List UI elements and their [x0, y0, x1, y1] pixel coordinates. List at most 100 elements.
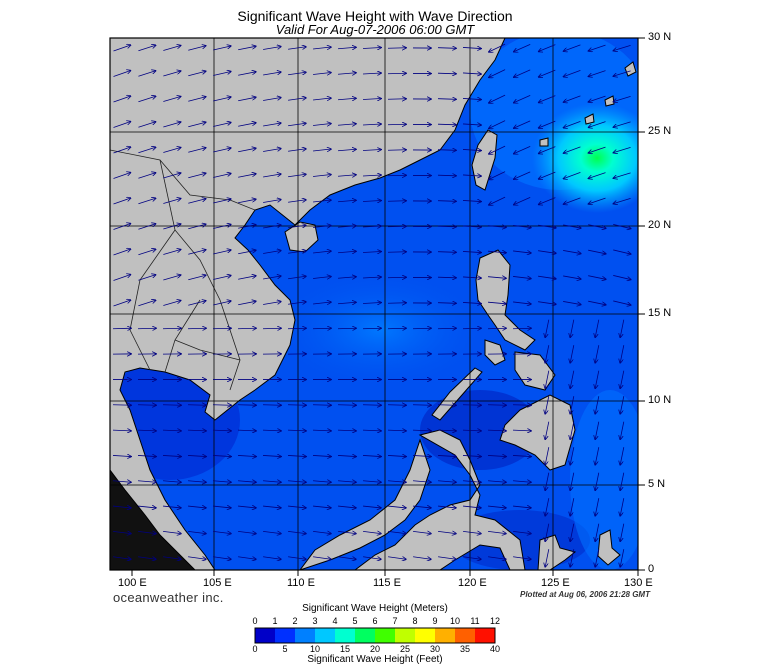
- wave-arrow: [563, 224, 581, 228]
- wave-arrow: [613, 300, 631, 305]
- wave-arrow: [462, 98, 481, 99]
- wave-arrow: [287, 430, 306, 431]
- wave-arrow: [545, 523, 550, 542]
- wave-arrow: [337, 302, 356, 303]
- wave-arrow: [187, 481, 206, 483]
- wave-arrow: [213, 123, 231, 127]
- wave-arrow: [570, 319, 575, 338]
- wave-arrow: [188, 122, 205, 128]
- wave-arrow: [188, 557, 206, 560]
- wave-arrow: [238, 276, 256, 280]
- wave-arrow: [595, 523, 600, 542]
- colorbar-segment: [455, 628, 476, 643]
- wave-arrow: [163, 71, 180, 77]
- wave-arrow: [514, 196, 531, 204]
- wave-arrow: [513, 302, 531, 304]
- colorbar-segment: [295, 628, 316, 643]
- wave-arrow: [288, 72, 306, 74]
- wave-arrow: [237, 481, 256, 483]
- wave-arrow: [337, 251, 356, 252]
- wave-arrow: [338, 557, 356, 560]
- wave-arrow: [112, 328, 131, 329]
- wave-arrow: [263, 225, 281, 229]
- wave-arrow: [363, 531, 381, 533]
- wave-arrow: [538, 275, 556, 279]
- wave-arrow: [213, 225, 231, 229]
- wave-arrow: [163, 506, 181, 508]
- wave-arrow: [113, 224, 131, 230]
- wave-arrow: [163, 199, 180, 204]
- wave-arrow: [462, 455, 481, 456]
- wave-arrow: [162, 481, 181, 483]
- wave-arrow: [212, 455, 231, 456]
- wave-arrow: [437, 175, 456, 176]
- wave-arrow: [288, 251, 306, 253]
- wave-arrow: [313, 226, 331, 228]
- brand-logo-text: oceanweather inc.: [113, 590, 224, 605]
- wave-arrow: [545, 370, 550, 389]
- wave-arrow: [213, 276, 231, 280]
- wave-arrow: [163, 250, 180, 255]
- wave-direction-arrows: [112, 43, 631, 567]
- wave-arrow: [338, 506, 356, 508]
- wave-arrow: [588, 224, 606, 229]
- wave-arrow: [538, 250, 556, 254]
- colorbar-tick-feet: 0: [252, 644, 258, 654]
- wave-arrow: [564, 44, 581, 51]
- land-palawan: [431, 367, 483, 421]
- wave-arrow: [362, 226, 381, 227]
- wave-arrow: [412, 481, 431, 483]
- land-sumatra: [110, 469, 196, 570]
- wave-arrow: [187, 430, 206, 431]
- wave-arrow: [489, 120, 506, 129]
- wave-arrow: [213, 148, 231, 153]
- wave-arrow: [613, 275, 631, 279]
- wave-arrow: [263, 531, 281, 533]
- wave-arrow: [213, 506, 231, 508]
- wave-arrow: [188, 148, 205, 153]
- wave-arrow: [213, 199, 231, 204]
- wave-arrow: [387, 328, 406, 329]
- colorbar-tick-meters: 9: [432, 616, 438, 626]
- wave-arrow: [462, 481, 481, 483]
- wave-arrow: [588, 197, 606, 204]
- colorbar-segment: [395, 628, 416, 643]
- wave-arrow: [288, 225, 306, 227]
- wave-arrow: [620, 370, 625, 389]
- wave-arrow: [570, 396, 575, 414]
- wave-arrow: [613, 44, 631, 50]
- wave-arrow: [595, 447, 600, 465]
- map-frame: [109, 37, 639, 571]
- colorbar-frame: [254, 627, 496, 644]
- wave-arrow: [313, 557, 331, 560]
- colorbar-segment: [475, 628, 496, 643]
- wave-arrow: [387, 430, 406, 431]
- wave-arrow: [438, 506, 456, 508]
- wave-arrow: [595, 472, 600, 491]
- wave-arrow: [138, 275, 155, 281]
- wave-arrow: [570, 370, 575, 389]
- wave-arrow: [613, 146, 631, 152]
- colorbar-tick-feet: 30: [429, 644, 440, 654]
- wave-arrow: [413, 506, 431, 508]
- wave-arrow: [613, 172, 631, 178]
- wave-arrow: [462, 226, 481, 227]
- wave-arrow: [263, 72, 281, 76]
- wave-arrow: [413, 557, 431, 560]
- wave-arrow: [514, 43, 531, 51]
- wave-arrow: [570, 523, 575, 542]
- wave-arrow: [288, 531, 306, 533]
- wave-arrow: [188, 531, 206, 533]
- lat-label-5n: 5 N: [648, 478, 666, 490]
- wave-arrow: [412, 430, 431, 431]
- wave-arrow: [313, 251, 331, 253]
- wave-arrow: [437, 277, 456, 278]
- colorbar-tick-feet: 5: [282, 644, 288, 654]
- wave-arrow: [288, 200, 306, 202]
- wave-arrow: [138, 557, 156, 560]
- wave-arrow: [438, 531, 456, 533]
- wave-arrow: [163, 122, 180, 128]
- wave-arrow: [588, 172, 606, 179]
- wave-arrow: [162, 430, 181, 431]
